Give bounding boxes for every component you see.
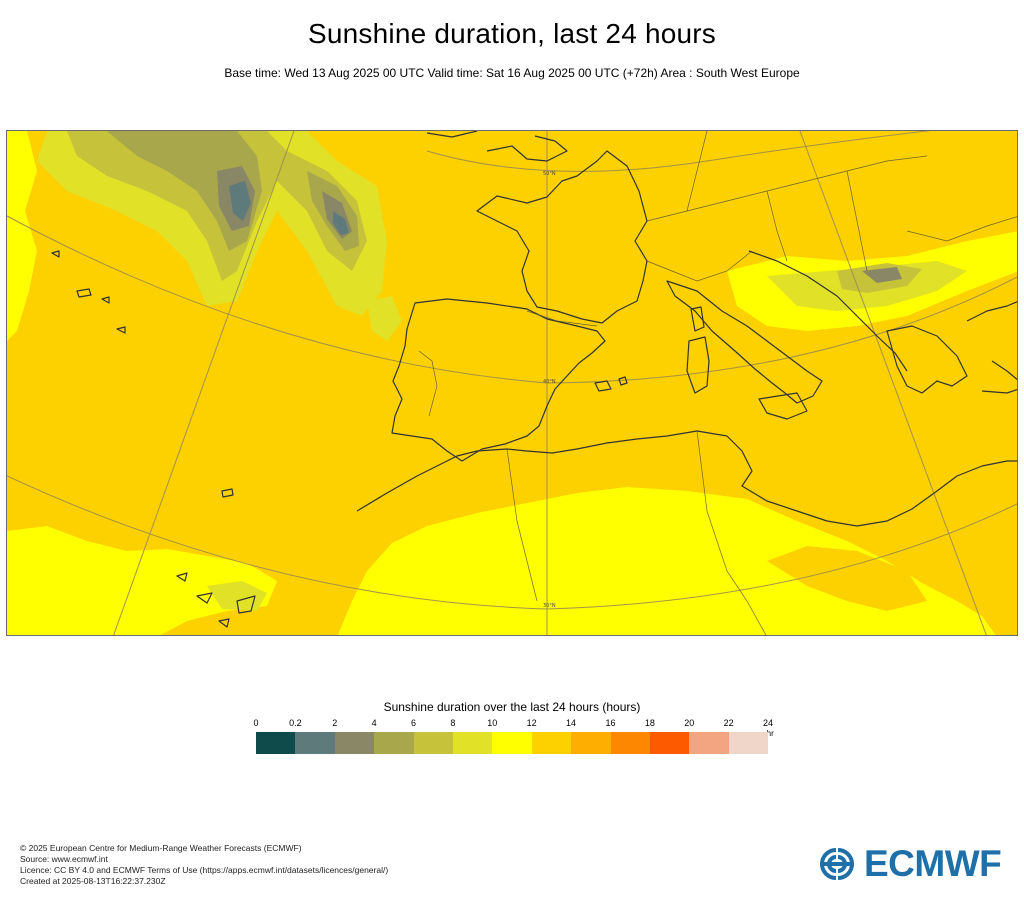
coast-greece [886,325,968,394]
legend-unit: -hr [764,729,774,738]
coast-italy [666,280,823,404]
border-algeria-tunisia [696,430,767,635]
legend-tick-label: 12 [526,718,537,728]
legend-title: Sunshine duration over the last 24 hours… [383,700,641,714]
country-borders [418,131,1017,635]
meridian-west [113,131,295,635]
legend-tick-label: 0 [253,718,259,728]
border-algeria-morocco [506,448,538,602]
coast-sardinia [686,336,710,394]
legend-swatch [492,732,532,754]
legend-ticks: 0 0.2 2 4 6 8 10 12 14 16 18 20 22 24 [253,718,773,730]
field-north-cloud-core [229,181,251,221]
legend-swatch [728,732,769,754]
lat-label-50: 50°N [543,171,556,177]
legend-tick-label: 20 [684,718,695,728]
coastlines [51,131,1017,628]
map-subtitle: Base time: Wed 13 Aug 2025 00 UTC Valid … [224,66,800,80]
legend-swatch [374,732,414,754]
lat-label-30: 30°N [543,603,556,609]
field-north-cloud-dark [107,131,262,251]
field-north-cloud-core2 [333,211,349,235]
border-pyrenees [526,310,598,327]
footer-source: Source: www.ecmwf.int [20,854,108,864]
legend-tick-label: 4 [371,718,377,728]
sunshine-map: 50°N 40°N 30°N [7,131,1017,635]
meridian-east [799,131,987,635]
border-alps [646,250,753,282]
legend-tick-label: 22 [723,718,734,728]
coast-north-africa [356,430,1017,527]
coast-madeira [221,488,234,498]
border-hungary [846,170,868,272]
legend-tick-label: 10 [487,718,498,728]
legend-swatch [295,732,335,754]
legend-swatch [649,732,690,754]
legend-tick-label: 16 [605,718,616,728]
border-portugal [418,350,438,417]
lat-label-40: 40°N [543,379,556,385]
coast-france [476,150,648,324]
legend-tick-label: 14 [566,718,577,728]
legend-tick-label: 18 [644,718,655,728]
border-central-europe [646,155,928,222]
graticule [7,131,1017,635]
map-panel: 50°N 40°N 30°N [6,130,1018,636]
legend-swatch [334,732,375,754]
footer-licence: Licence: CC BY 4.0 and ECMWF Terms of Us… [20,865,389,875]
coast-canaries [176,572,256,628]
field-iberia-west-strip [367,296,402,341]
field-balkans-core [862,267,902,283]
ecmwf-logo-icon [820,848,854,880]
legend-tick-label: 24 [762,718,774,728]
map-title: Sunshine duration, last 24 hours [308,18,716,49]
parallel-50 [426,131,931,172]
legend-colorbar [256,732,769,754]
coast-sicily [758,392,808,420]
parallel-40 [7,215,1017,384]
legend-swatch [413,732,453,754]
legend-swatch [610,732,650,754]
field-sahara-patch [767,546,927,611]
border-germany-west [686,131,708,212]
field-atlantic-west [7,131,37,341]
footer-copyright: © 2025 European Centre for Medium-Range … [20,843,302,853]
legend-tick-label: 8 [450,718,456,728]
legend-swatch [689,732,729,754]
ecmwf-logo-text: ECMWF [864,843,1002,884]
coast-turkey [966,301,1017,394]
field-atlantic-sw-dim [207,581,267,611]
coast-azores [51,250,126,334]
legend-tick-label: 2 [332,718,338,728]
legend-tick-label: 0.2 [289,718,302,728]
legend-swatch [571,732,611,754]
field-sahara-10-12 [337,487,996,635]
coast-iberia [391,298,606,462]
field-atlantic-sw [7,526,277,635]
legend-swatch [531,732,572,754]
ecmwf-logo: ECMWF [814,843,1002,884]
legend-swatch [256,732,296,754]
coast-balearics [594,376,628,392]
legend-swatch [452,732,493,754]
border-austria [766,190,788,262]
footer-credits: © 2025 European Centre for Medium-Range … [20,843,388,887]
border-romania [906,216,1017,242]
coast-britain [426,131,568,162]
footer-created: Created at 2025-08-13T16:22:37.230Z [20,876,166,886]
legend-tick-label: 6 [411,718,417,728]
coast-corsica [690,306,705,332]
parallel-30 [7,475,1017,610]
